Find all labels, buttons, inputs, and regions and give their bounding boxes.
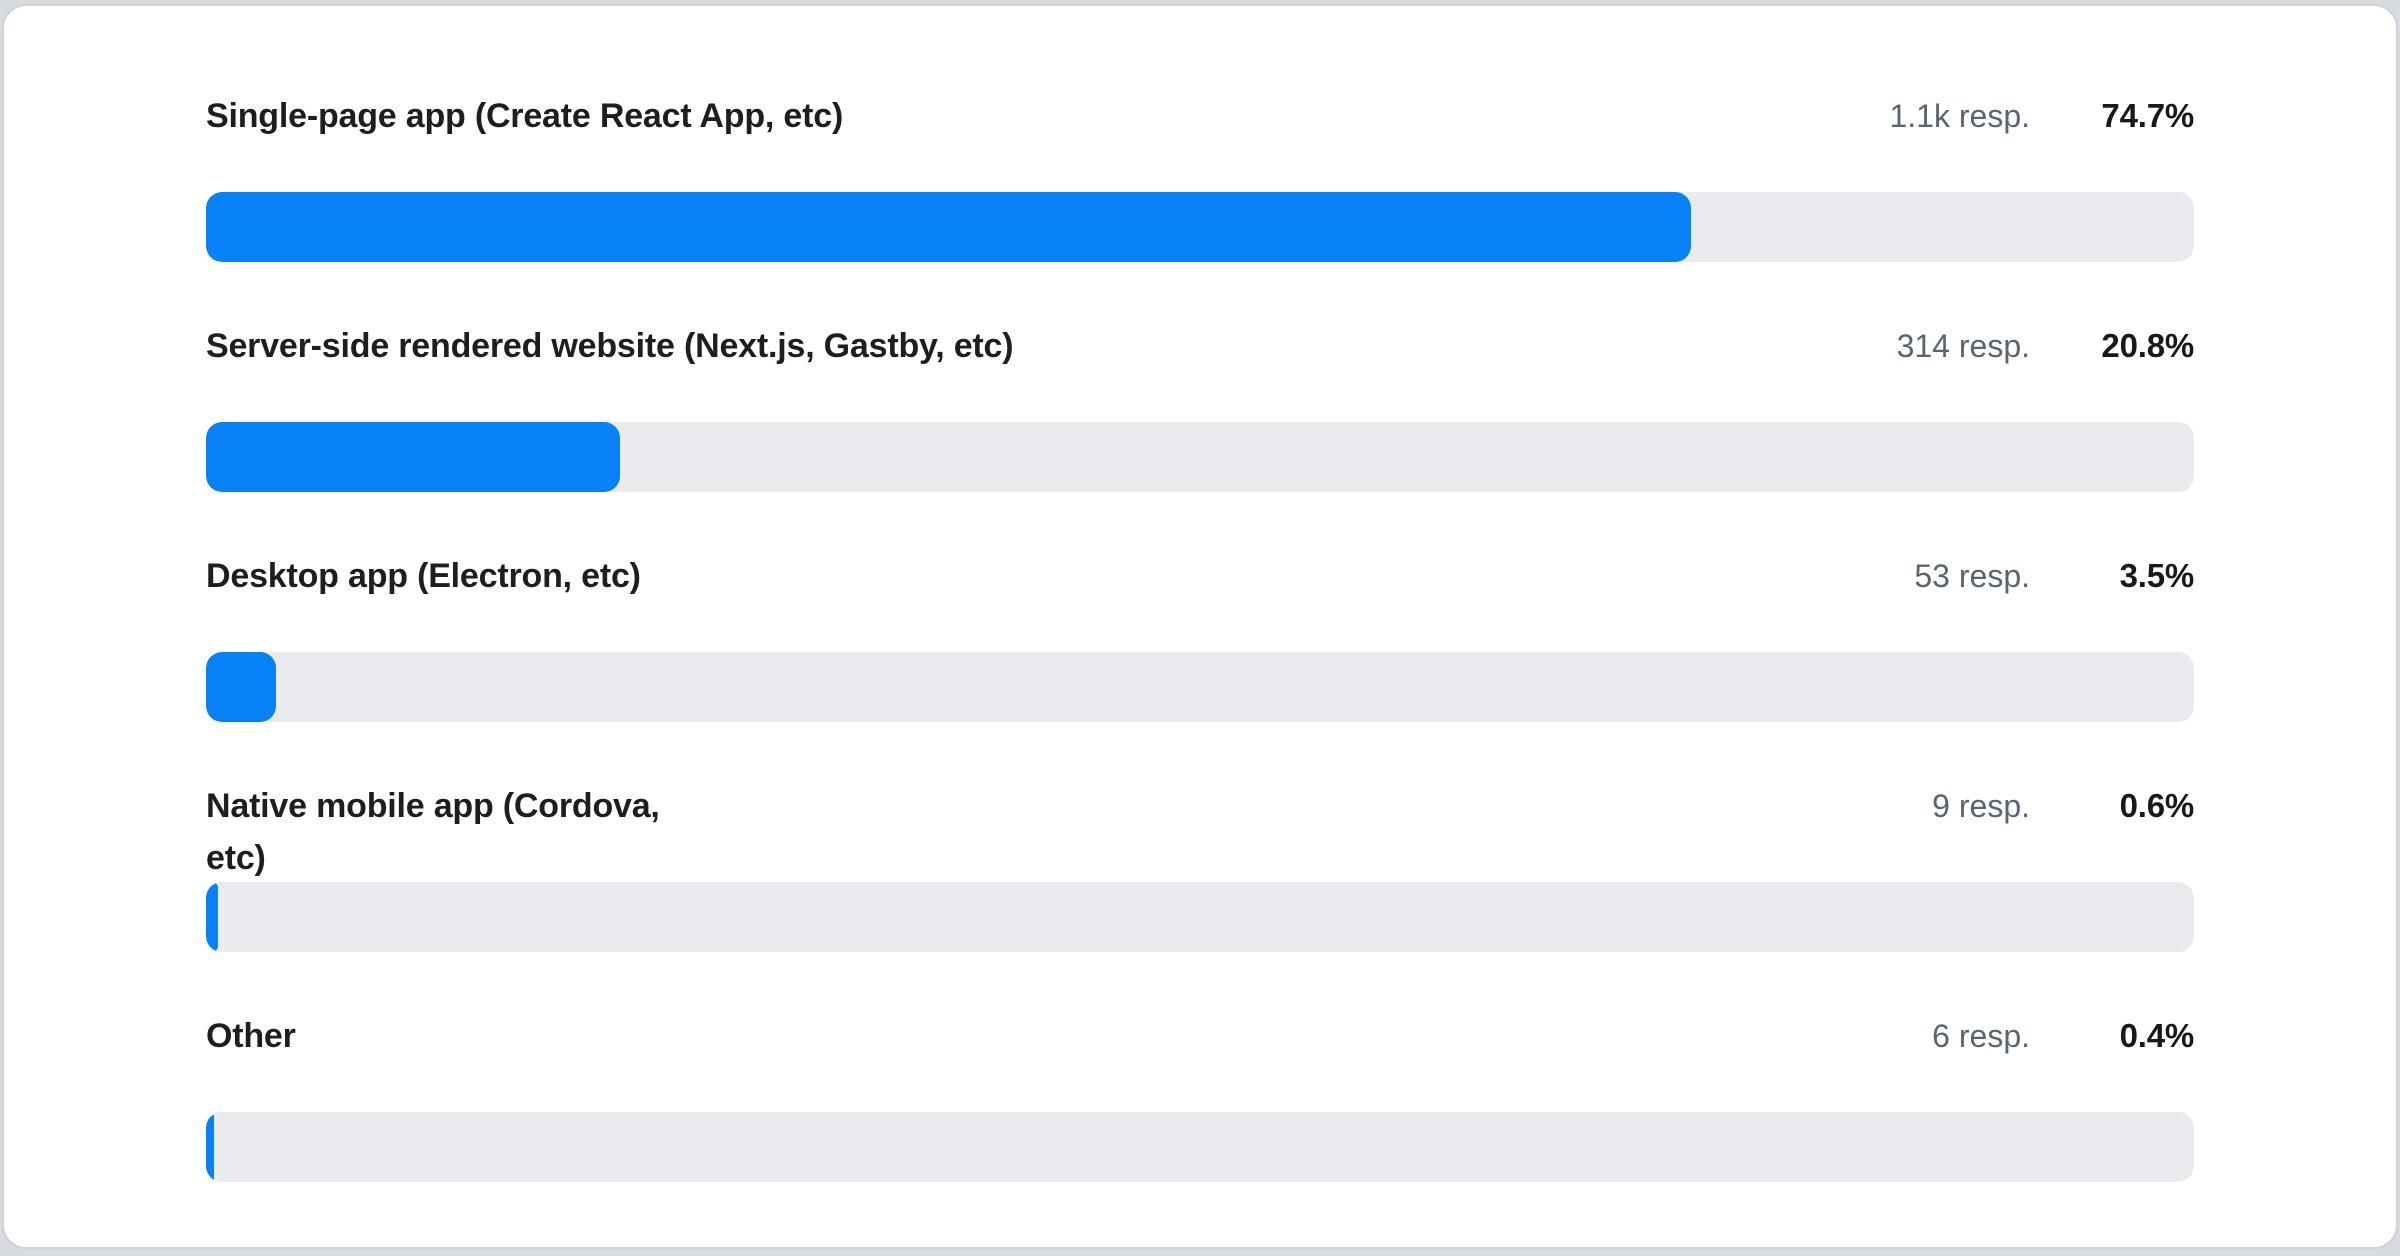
option-label: Desktop app (Electron, etc) <box>206 557 641 595</box>
bar-fill <box>206 422 620 492</box>
row-header: Single-page app (Create React App, etc) … <box>206 90 2194 142</box>
row-metrics: 314 resp. 20.8% <box>1896 320 2195 372</box>
option-label: Server-side rendered website (Next.js, G… <box>206 327 1014 365</box>
row-metrics: 6 resp. 0.4% <box>1932 1010 2194 1062</box>
bar-track <box>206 192 2194 262</box>
survey-option-row: Other 6 resp. 0.4% <box>206 1010 2194 1240</box>
survey-option-row: Single-page app (Create React App, etc) … <box>206 90 2194 320</box>
row-header: Server-side rendered website (Next.js, G… <box>206 320 2194 372</box>
survey-results-card: Single-page app (Create React App, etc) … <box>2 4 2398 1249</box>
survey-option-row: Server-side rendered website (Next.js, G… <box>206 320 2194 550</box>
percentage-value: 20.8% <box>2101 327 2194 364</box>
survey-option-row: Desktop app (Electron, etc) 53 resp. 3.5… <box>206 550 2194 780</box>
bar-fill <box>206 882 218 952</box>
row-metrics: 53 resp. 3.5% <box>1914 550 2194 602</box>
bar-fill <box>206 652 276 722</box>
percentage-value: 74.7% <box>2101 97 2194 134</box>
survey-option-row: Native mobile app (Cordova, etc) 9 resp.… <box>206 780 2194 1010</box>
row-header: Native mobile app (Cordova, etc) 9 resp.… <box>206 780 2194 884</box>
bar-fill <box>206 1112 214 1182</box>
option-label: Other <box>206 1017 296 1055</box>
percentage-value: 0.4% <box>2119 1017 2195 1054</box>
bar-track <box>206 652 2194 722</box>
bar-track <box>206 1112 2194 1182</box>
percentage-value: 3.5% <box>2119 557 2195 594</box>
response-count: 53 resp. <box>1914 558 2030 594</box>
bar-fill <box>206 192 1692 262</box>
response-count: 314 resp. <box>1896 328 2030 364</box>
response-count: 6 resp. <box>1932 1018 2030 1054</box>
option-label: Single-page app (Create React App, etc) <box>206 97 844 135</box>
percentage-value: 0.6% <box>2119 787 2195 824</box>
row-metrics: 1.1k resp. 74.7% <box>1889 90 2194 142</box>
bar-track <box>206 422 2194 492</box>
row-header: Desktop app (Electron, etc) 53 resp. 3.5… <box>206 550 2194 602</box>
bar-track <box>206 882 2194 952</box>
response-count: 9 resp. <box>1932 788 2030 824</box>
response-count: 1.1k resp. <box>1889 98 2030 134</box>
row-metrics: 9 resp. 0.6% <box>1932 780 2194 832</box>
row-header: Other 6 resp. 0.4% <box>206 1010 2194 1062</box>
option-label: Native mobile app (Cordova, etc) <box>206 787 660 877</box>
